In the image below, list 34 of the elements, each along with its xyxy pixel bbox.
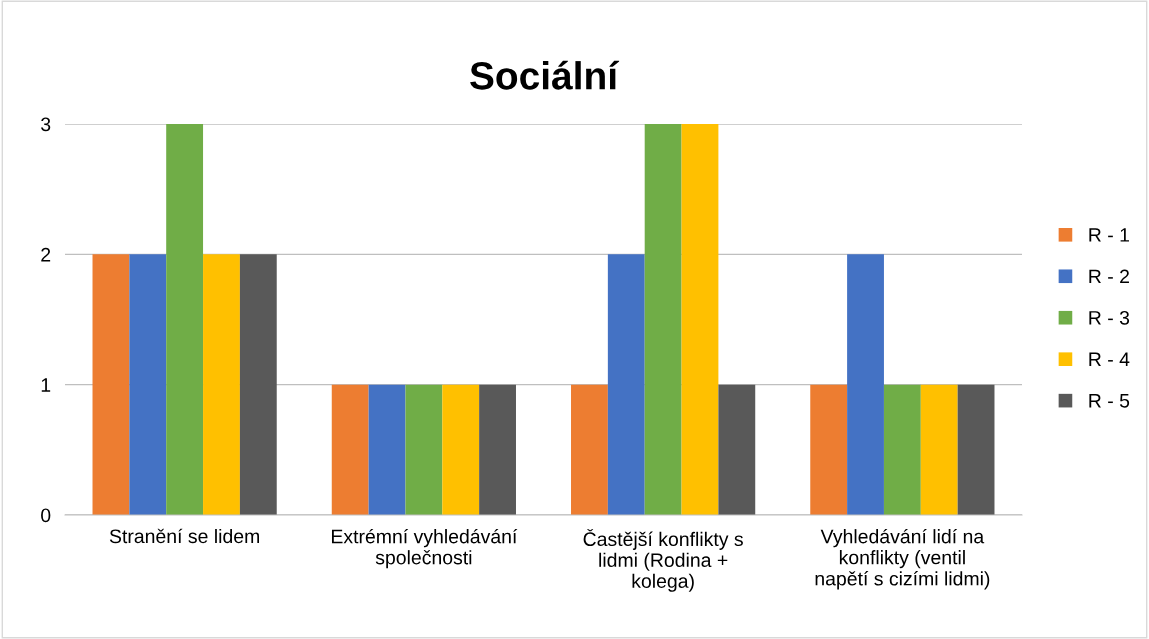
bar bbox=[571, 384, 608, 515]
x-tick-label: Extrémní vyhledávání společnosti bbox=[331, 528, 518, 569]
y-tick-label: 3 bbox=[41, 117, 51, 132]
bar bbox=[405, 384, 443, 515]
bar bbox=[920, 384, 958, 515]
x-tick-label: Častější konflikty s lidmi (Rodina + kolega) bbox=[583, 528, 743, 592]
bar bbox=[239, 254, 277, 515]
bar bbox=[957, 384, 995, 515]
bar bbox=[166, 124, 204, 515]
y-tick-label: 0 bbox=[41, 508, 51, 523]
bar bbox=[681, 124, 719, 515]
y-tick-label: 1 bbox=[41, 378, 51, 392]
legend-label: R - 2 bbox=[1089, 269, 1129, 284]
bar bbox=[847, 254, 884, 515]
legend-label: R - 3 bbox=[1089, 310, 1130, 325]
bar bbox=[810, 384, 848, 515]
bar bbox=[883, 384, 921, 515]
x-tick-label: Vyhledávání lidí na konflikty (ventil napětí s cizími lidmi) bbox=[815, 528, 990, 590]
bar bbox=[607, 254, 645, 515]
legend-label: R - 4 bbox=[1089, 352, 1130, 366]
chart-title: Sociální bbox=[470, 60, 620, 90]
bar bbox=[203, 254, 240, 515]
x-tick-label: Stranění se lidem bbox=[109, 528, 259, 544]
bar bbox=[331, 384, 369, 515]
legend-label: R - 1 bbox=[1089, 228, 1129, 242]
bar bbox=[479, 384, 516, 515]
bar bbox=[129, 254, 167, 515]
bar bbox=[92, 254, 130, 515]
bar bbox=[718, 384, 756, 515]
bar bbox=[644, 124, 682, 515]
y-tick-label: 2 bbox=[41, 247, 51, 262]
bar bbox=[368, 384, 406, 515]
legend-label: R - 5 bbox=[1089, 394, 1130, 408]
bar bbox=[442, 384, 480, 515]
